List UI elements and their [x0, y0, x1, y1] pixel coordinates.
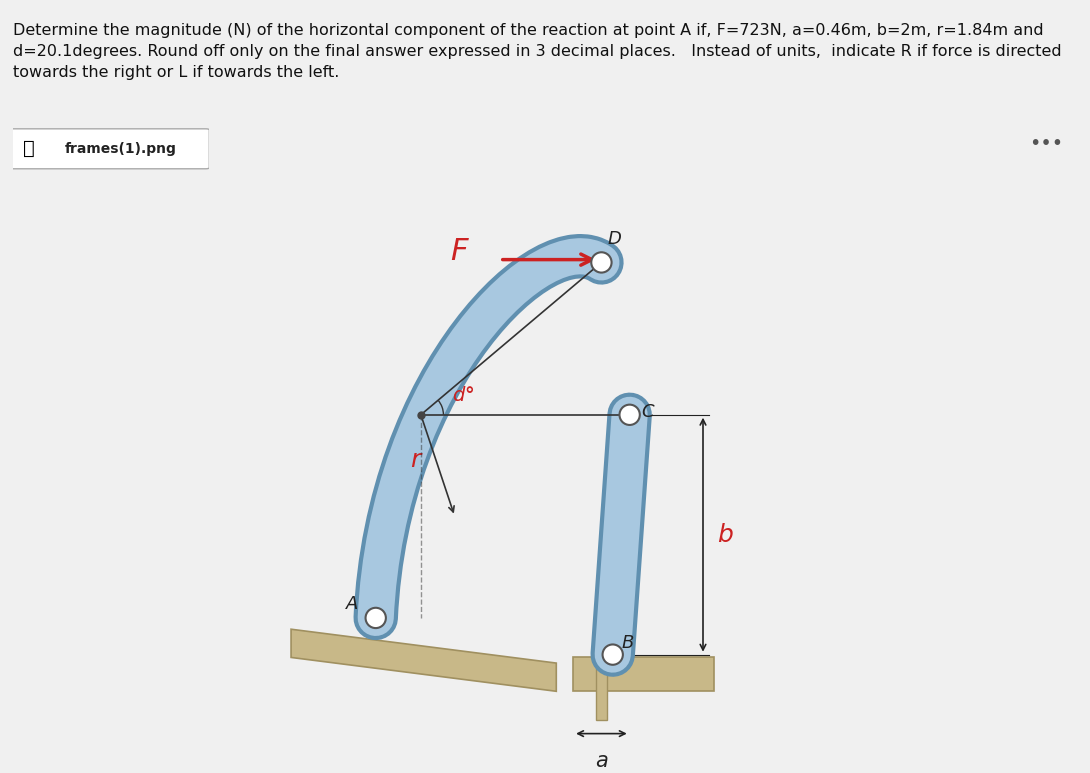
Circle shape [603, 645, 622, 665]
Text: $B$: $B$ [621, 635, 634, 652]
Text: Determine the magnitude (N) of the horizontal component of the reaction at point: Determine the magnitude (N) of the horiz… [13, 23, 1062, 80]
Text: $\mathit{F}$: $\mathit{F}$ [450, 237, 470, 266]
FancyBboxPatch shape [9, 129, 209, 169]
Circle shape [365, 608, 386, 628]
Text: $A$: $A$ [344, 595, 359, 613]
Text: $\mathit{b}$: $\mathit{b}$ [717, 523, 734, 547]
Text: $\mathit{a}$: $\mathit{a}$ [595, 751, 608, 771]
Text: frames(1).png: frames(1).png [65, 141, 177, 156]
Circle shape [591, 252, 611, 273]
Circle shape [619, 404, 640, 425]
Polygon shape [291, 629, 556, 691]
Polygon shape [573, 657, 714, 691]
Polygon shape [596, 657, 607, 720]
Text: $D$: $D$ [607, 230, 622, 248]
Text: •••: ••• [1029, 134, 1063, 152]
Text: $C$: $C$ [641, 403, 655, 421]
Text: $\mathit{d}$°: $\mathit{d}$° [452, 386, 474, 404]
Text: $\mathit{r}$: $\mathit{r}$ [410, 448, 424, 472]
Text: 🖼: 🖼 [23, 139, 35, 158]
